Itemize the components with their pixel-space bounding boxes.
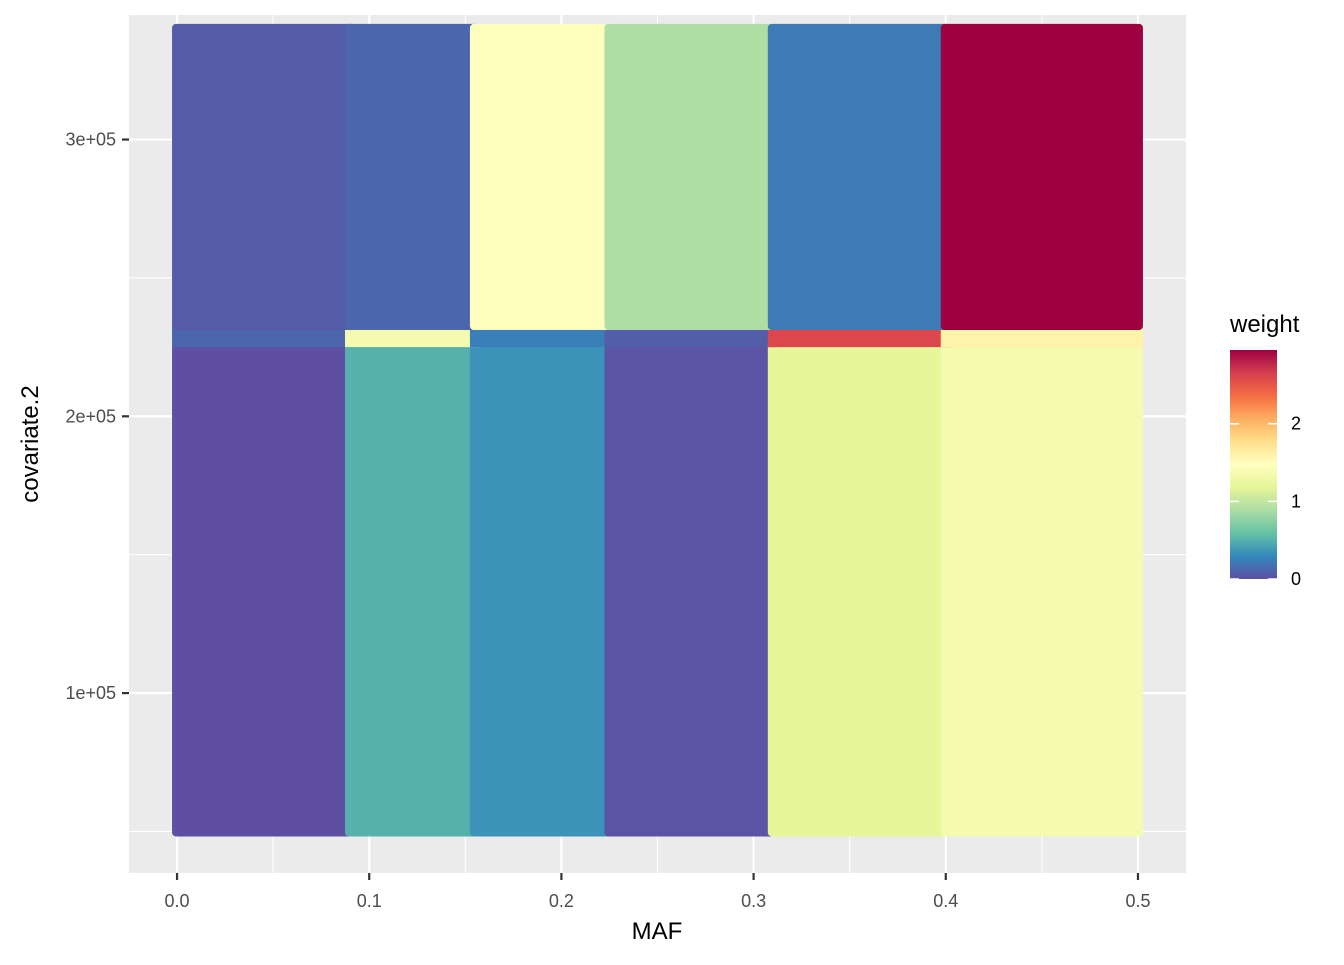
y-axis-title: covariate.2 (17, 385, 44, 502)
legend-ticks: 0 1 2 (1230, 414, 1301, 589)
heatmap-cell (604, 23, 778, 330)
x-tick-label: 0.1 (357, 891, 382, 911)
y-axis: 1e+05 2e+05 3e+05 (65, 130, 129, 703)
x-tick-label: 0.4 (933, 891, 958, 911)
heatmap-cell (940, 324, 1143, 348)
heatmap-cell (767, 324, 951, 348)
legend-title: weight (1229, 311, 1300, 338)
x-tick-label: 0.5 (1125, 891, 1150, 911)
heatmap-cell (469, 324, 615, 348)
heatmap-cells (172, 23, 1143, 837)
heatmap-cell (604, 324, 778, 348)
x-axis-title: MAF (632, 918, 683, 945)
heatmap-cell (469, 342, 615, 837)
heatmap-cell (172, 324, 356, 348)
x-tick-label: 0.2 (549, 891, 574, 911)
heatmap-cell (604, 342, 778, 837)
legend-tick-label: 1 (1291, 491, 1301, 511)
legend-tick-label: 2 (1291, 414, 1301, 434)
legend-colorbar (1230, 350, 1277, 579)
x-tick-label: 0.3 (741, 891, 766, 911)
y-tick-label: 2e+05 (65, 406, 116, 426)
y-tick-label: 3e+05 (65, 130, 116, 150)
heatmap-cell (767, 23, 951, 330)
heatmap-cell (345, 23, 480, 330)
heatmap-cell (469, 23, 615, 330)
x-axis: 0.0 0.1 0.2 0.3 0.4 0.5 (165, 873, 1150, 911)
heatmap-cell (940, 342, 1143, 837)
x-tick-label: 0.0 (165, 891, 190, 911)
heatmap-cell (767, 342, 951, 837)
heatmap-cell (345, 342, 480, 837)
heatmap-cell (345, 324, 480, 348)
heatmap-cell (172, 342, 356, 837)
heatmap-cell (940, 23, 1143, 330)
y-tick-label: 1e+05 (65, 683, 116, 703)
legend-tick-label: 0 (1291, 569, 1301, 589)
heatmap-cell (172, 23, 356, 330)
legend: weight 0 1 2 (1229, 311, 1301, 589)
